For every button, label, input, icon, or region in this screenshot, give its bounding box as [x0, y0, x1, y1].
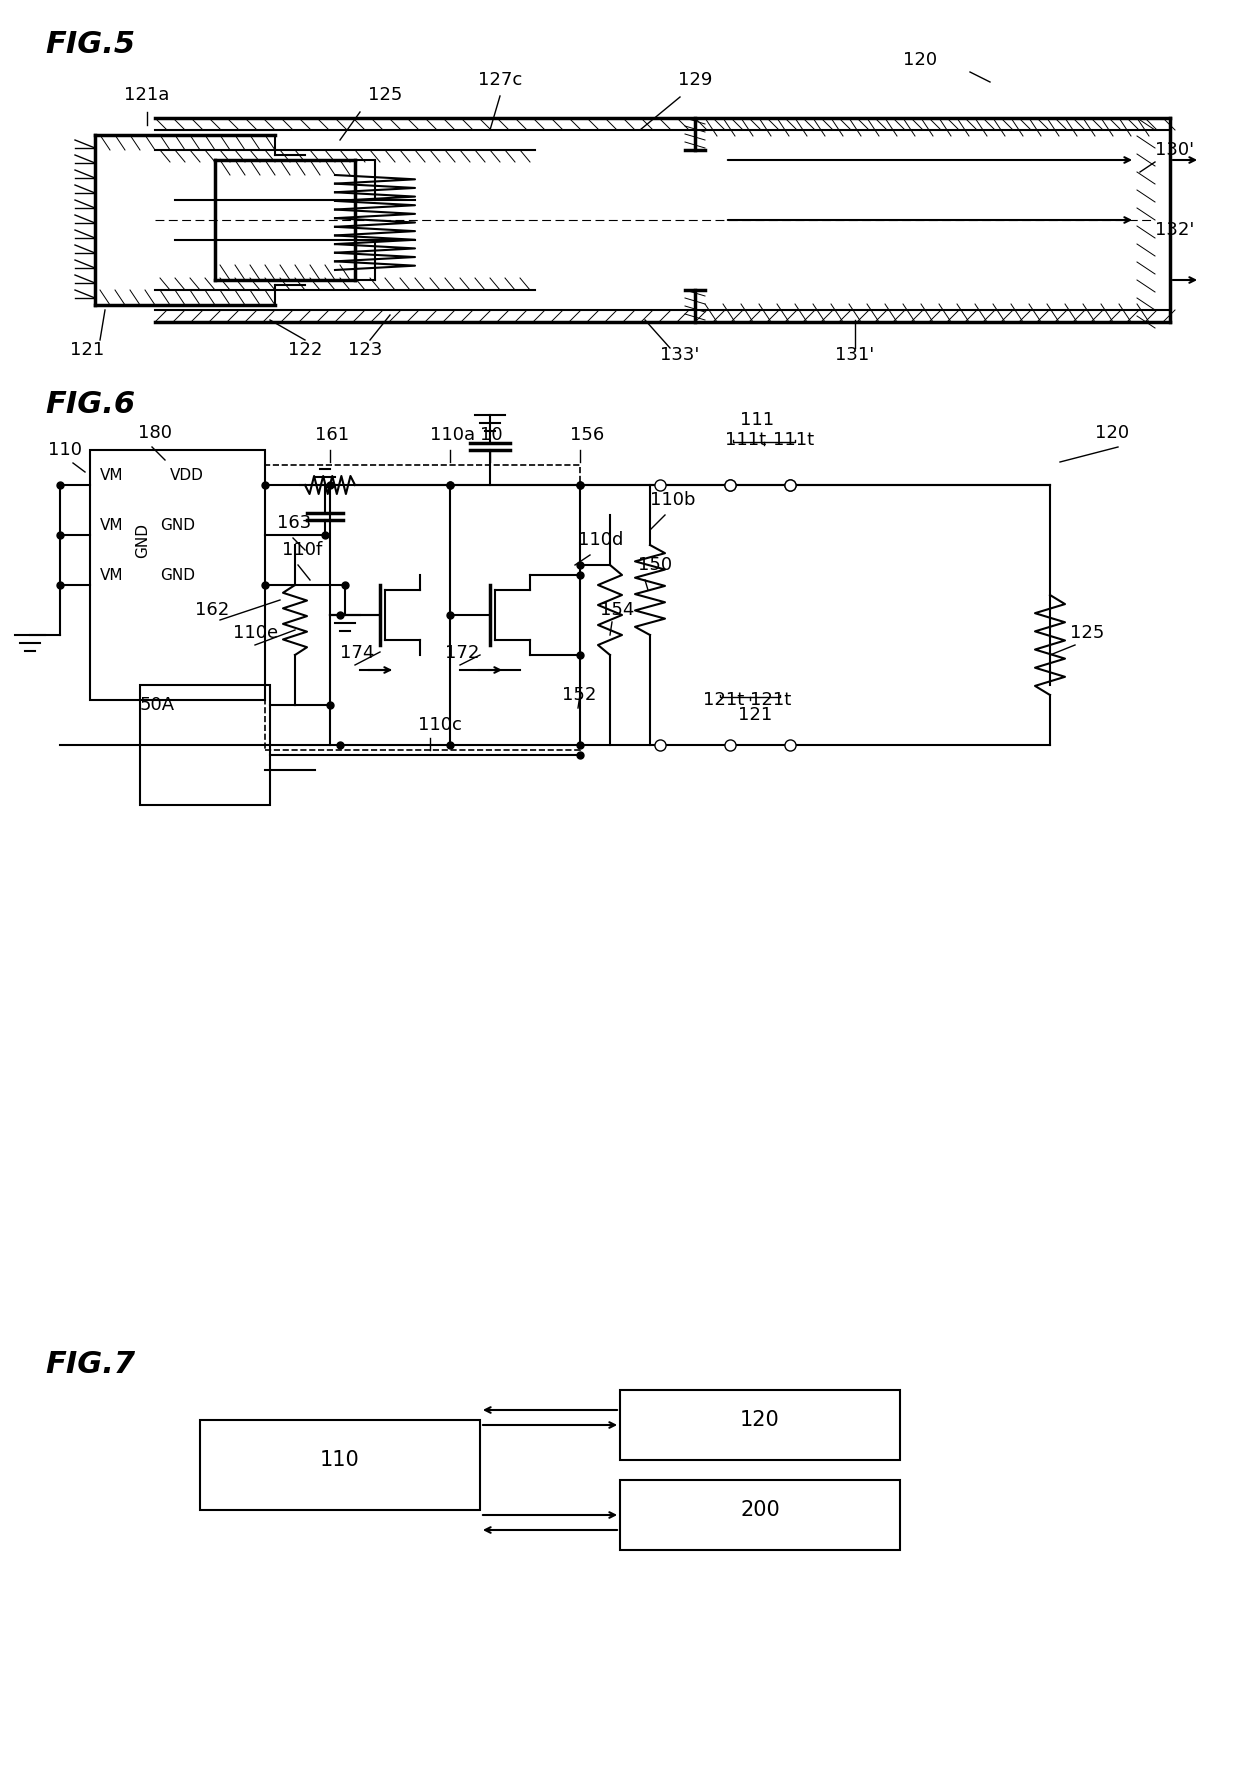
Text: 120: 120	[740, 1410, 780, 1429]
Text: 110c: 110c	[418, 716, 461, 733]
Text: 132': 132'	[1154, 222, 1194, 240]
Text: 150: 150	[639, 556, 672, 574]
Text: 162: 162	[195, 601, 229, 619]
Text: 174: 174	[340, 644, 374, 662]
Text: 121t: 121t	[750, 691, 791, 708]
Text: 121: 121	[69, 342, 104, 360]
Text: 130': 130'	[1154, 141, 1194, 159]
Text: 110d: 110d	[578, 531, 624, 549]
Bar	[620, 1390, 900, 1460]
Text: 154: 154	[600, 601, 635, 619]
Text: 122: 122	[288, 342, 322, 360]
Text: 123: 123	[347, 342, 382, 360]
Text: 127c: 127c	[477, 72, 522, 89]
Bar	[140, 685, 270, 805]
Text: 125: 125	[1070, 624, 1105, 642]
Text: GND: GND	[135, 522, 150, 558]
Text: 121a: 121a	[124, 86, 170, 104]
Text: 110a: 110a	[430, 426, 475, 444]
Bar	[91, 451, 265, 699]
Bar	[265, 465, 580, 750]
Text: 156: 156	[570, 426, 604, 444]
Text: 133': 133'	[661, 345, 699, 363]
Text: VM: VM	[100, 519, 124, 533]
Text: VM: VM	[100, 567, 124, 583]
Text: 111: 111	[740, 411, 774, 429]
Text: 120: 120	[903, 52, 937, 70]
Text: 129: 129	[678, 72, 712, 89]
Text: 110: 110	[48, 442, 82, 460]
Text: 200: 200	[740, 1499, 780, 1521]
Text: VM: VM	[100, 469, 124, 483]
Text: 120: 120	[1095, 424, 1130, 442]
Text: 110b: 110b	[650, 490, 696, 510]
Text: 111t: 111t	[725, 431, 766, 449]
Text: GND: GND	[160, 567, 195, 583]
Text: FIG.7: FIG.7	[45, 1351, 135, 1379]
Text: 161: 161	[315, 426, 350, 444]
Text: FIG.6: FIG.6	[45, 390, 135, 419]
Text: 180: 180	[138, 424, 172, 442]
Text: 110f: 110f	[281, 540, 322, 558]
Text: 163: 163	[277, 513, 311, 531]
Text: 121t: 121t	[703, 691, 744, 708]
Text: 10: 10	[480, 426, 502, 444]
Text: 121: 121	[738, 707, 773, 725]
Text: VDD: VDD	[170, 469, 203, 483]
Text: 110: 110	[320, 1451, 360, 1471]
Text: 50A: 50A	[140, 696, 175, 714]
Text: 111t: 111t	[773, 431, 815, 449]
Bar	[620, 1480, 900, 1549]
Bar	[200, 1420, 480, 1510]
Text: GND: GND	[160, 519, 195, 533]
Text: 110e: 110e	[233, 624, 278, 642]
Text: 172: 172	[445, 644, 480, 662]
Text: 131': 131'	[836, 345, 874, 363]
Text: 152: 152	[562, 685, 596, 705]
Text: 125: 125	[368, 86, 402, 104]
Text: FIG.5: FIG.5	[45, 30, 135, 59]
